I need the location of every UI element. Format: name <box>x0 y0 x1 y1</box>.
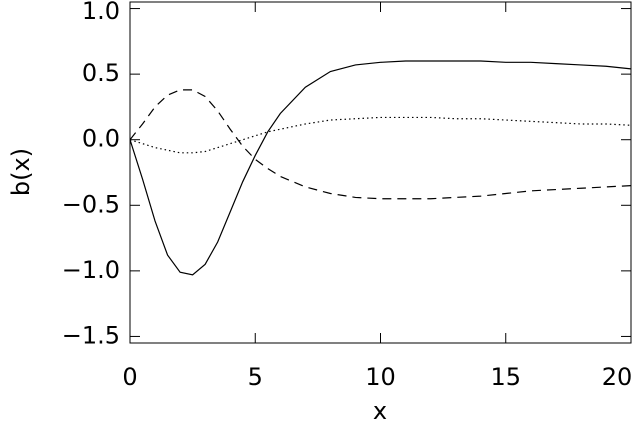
y-tick-label: 0.5 <box>82 59 120 87</box>
plot-frame <box>129 1 632 344</box>
y-tick-label: 1.0 <box>82 0 120 25</box>
y-tick-label: −0.5 <box>62 190 120 218</box>
y-tick-label: 0.0 <box>82 125 120 153</box>
x-tick-label: 0 <box>122 363 137 391</box>
series-line <box>129 116 632 154</box>
x-tick-label: 15 <box>490 363 521 391</box>
series-line <box>129 60 632 276</box>
x-tick-label: 5 <box>248 363 263 391</box>
x-axis-title: x <box>373 397 387 424</box>
y-axis-title: b(x) <box>7 148 35 196</box>
series-line <box>129 89 632 200</box>
x-tick-label: 20 <box>602 363 633 391</box>
x-tick-label: 10 <box>365 363 396 391</box>
y-tick-label: −1.5 <box>62 321 120 349</box>
y-tick-label: −1.0 <box>62 256 120 284</box>
